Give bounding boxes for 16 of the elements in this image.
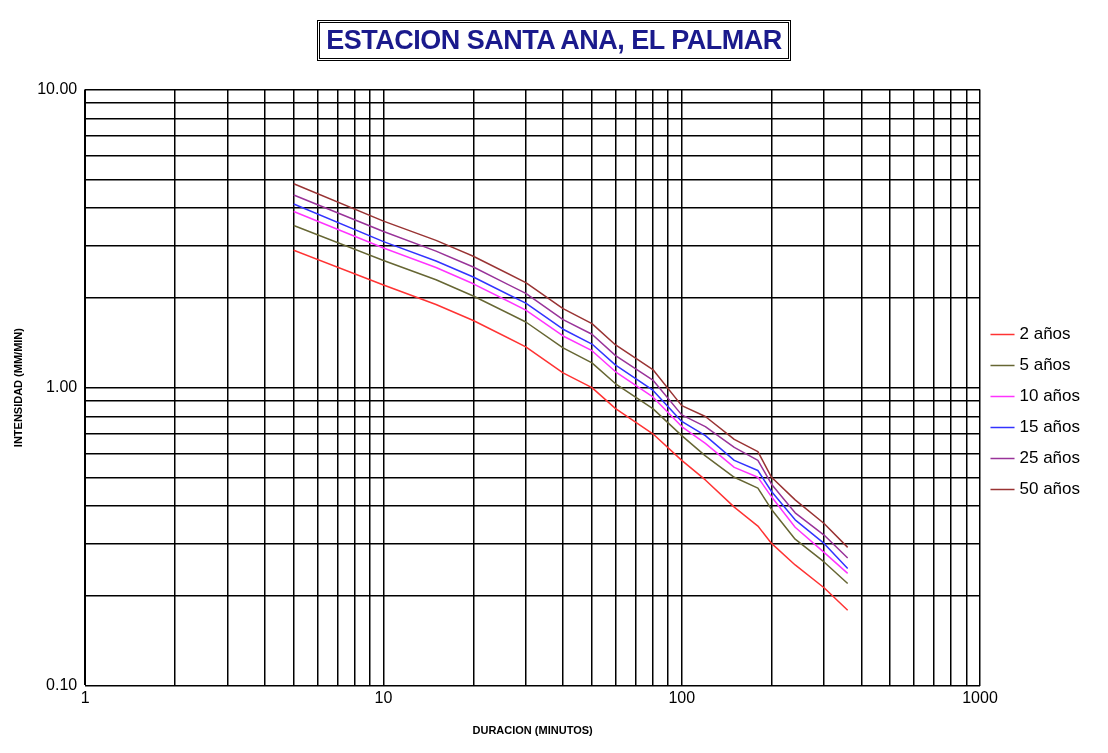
legend-label: 50 años — [1019, 479, 1080, 499]
legend-label: 15 años — [1019, 417, 1080, 437]
y-axis-title: INTENSIDAD (MM/MIN) — [11, 327, 24, 448]
chart-title: ESTACION SANTA ANA, EL PALMAR — [317, 20, 791, 61]
legend-label: 2 años — [1019, 324, 1071, 344]
y-tick-label: 0.10 — [46, 676, 78, 694]
y-tick-label: 1.00 — [46, 378, 78, 396]
y-tick-label: 10.00 — [37, 80, 78, 98]
x-tick-label: 1000 — [962, 688, 998, 706]
x-axis-title: DURACION (MINUTOS) — [472, 724, 594, 737]
legend-label: 5 años — [1019, 355, 1071, 375]
legend-label: 25 años — [1019, 448, 1080, 468]
x-tick-label: 10 — [374, 688, 393, 706]
x-tick-label: 100 — [668, 688, 696, 706]
x-tick-label: 1 — [80, 688, 90, 706]
legend-label: 10 años — [1019, 386, 1080, 406]
